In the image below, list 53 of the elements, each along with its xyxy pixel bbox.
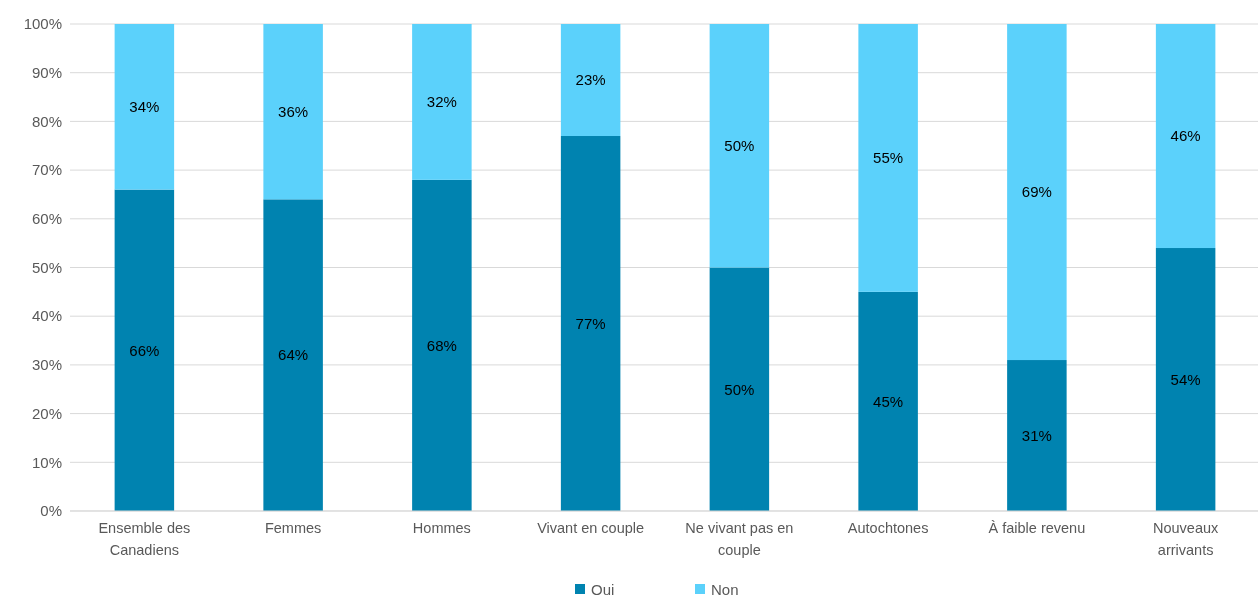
- bar: [412, 179, 472, 511]
- bar: [1155, 24, 1216, 249]
- data-label: 32%: [426, 93, 457, 111]
- y-tick-label: 0%: [40, 502, 62, 520]
- y-tick-label: 90%: [31, 63, 62, 81]
- bar: [1007, 24, 1067, 361]
- data-label: 54%: [1170, 370, 1201, 388]
- bar: [1155, 248, 1216, 511]
- legend-label: Oui: [591, 581, 615, 598]
- bar: [560, 24, 621, 137]
- data-label: 69%: [1021, 183, 1052, 201]
- data-label: 50%: [724, 380, 755, 398]
- y-tick-label: 20%: [31, 404, 62, 422]
- y-tick-label: 10%: [31, 453, 62, 471]
- data-label: 64%: [278, 346, 309, 364]
- data-label: 45%: [873, 392, 904, 410]
- data-label: 31%: [1021, 426, 1052, 444]
- x-tick-label: À faible revenu: [988, 520, 1086, 536]
- bar: [263, 24, 323, 200]
- x-tick-label: Femmes: [264, 520, 322, 536]
- data-label: 68%: [426, 336, 457, 354]
- x-tick-label: Ne vivant pas en couple: [685, 520, 794, 558]
- y-tick-label: 40%: [31, 307, 62, 325]
- y-tick-label: 50%: [31, 258, 62, 276]
- bar: [709, 24, 770, 268]
- bar: [858, 291, 918, 511]
- bar: [114, 189, 175, 511]
- y-tick-label: 70%: [31, 161, 62, 179]
- data-label: 36%: [278, 102, 309, 120]
- data-label: 55%: [873, 149, 904, 167]
- x-tick-label: Hommes: [412, 520, 471, 536]
- data-label: 50%: [724, 137, 755, 154]
- bar: [1007, 360, 1067, 511]
- x-tick-label: Nouveaux arrivants: [1152, 520, 1220, 558]
- bar: [263, 199, 323, 511]
- bar: [114, 24, 175, 190]
- y-tick-label: 60%: [31, 210, 62, 228]
- bar: [709, 267, 770, 511]
- data-label: 66%: [129, 341, 160, 359]
- bar: [412, 24, 472, 180]
- legend-label: Non: [711, 581, 739, 598]
- y-tick-label: 100%: [23, 15, 62, 33]
- data-label: 23%: [575, 71, 606, 89]
- data-label: 77%: [575, 314, 606, 332]
- y-tick-label: 80%: [31, 112, 62, 130]
- data-label: 34%: [129, 98, 160, 116]
- y-tick-label: 30%: [31, 356, 62, 374]
- x-tick-label: Autochtones: [847, 520, 929, 536]
- bar: [858, 24, 918, 292]
- bar: [560, 136, 621, 511]
- x-tick-label: Vivant en couple: [537, 520, 645, 536]
- data-label: 46%: [1170, 127, 1201, 145]
- x-tick-label: Ensemble des Canadiens: [98, 520, 191, 558]
